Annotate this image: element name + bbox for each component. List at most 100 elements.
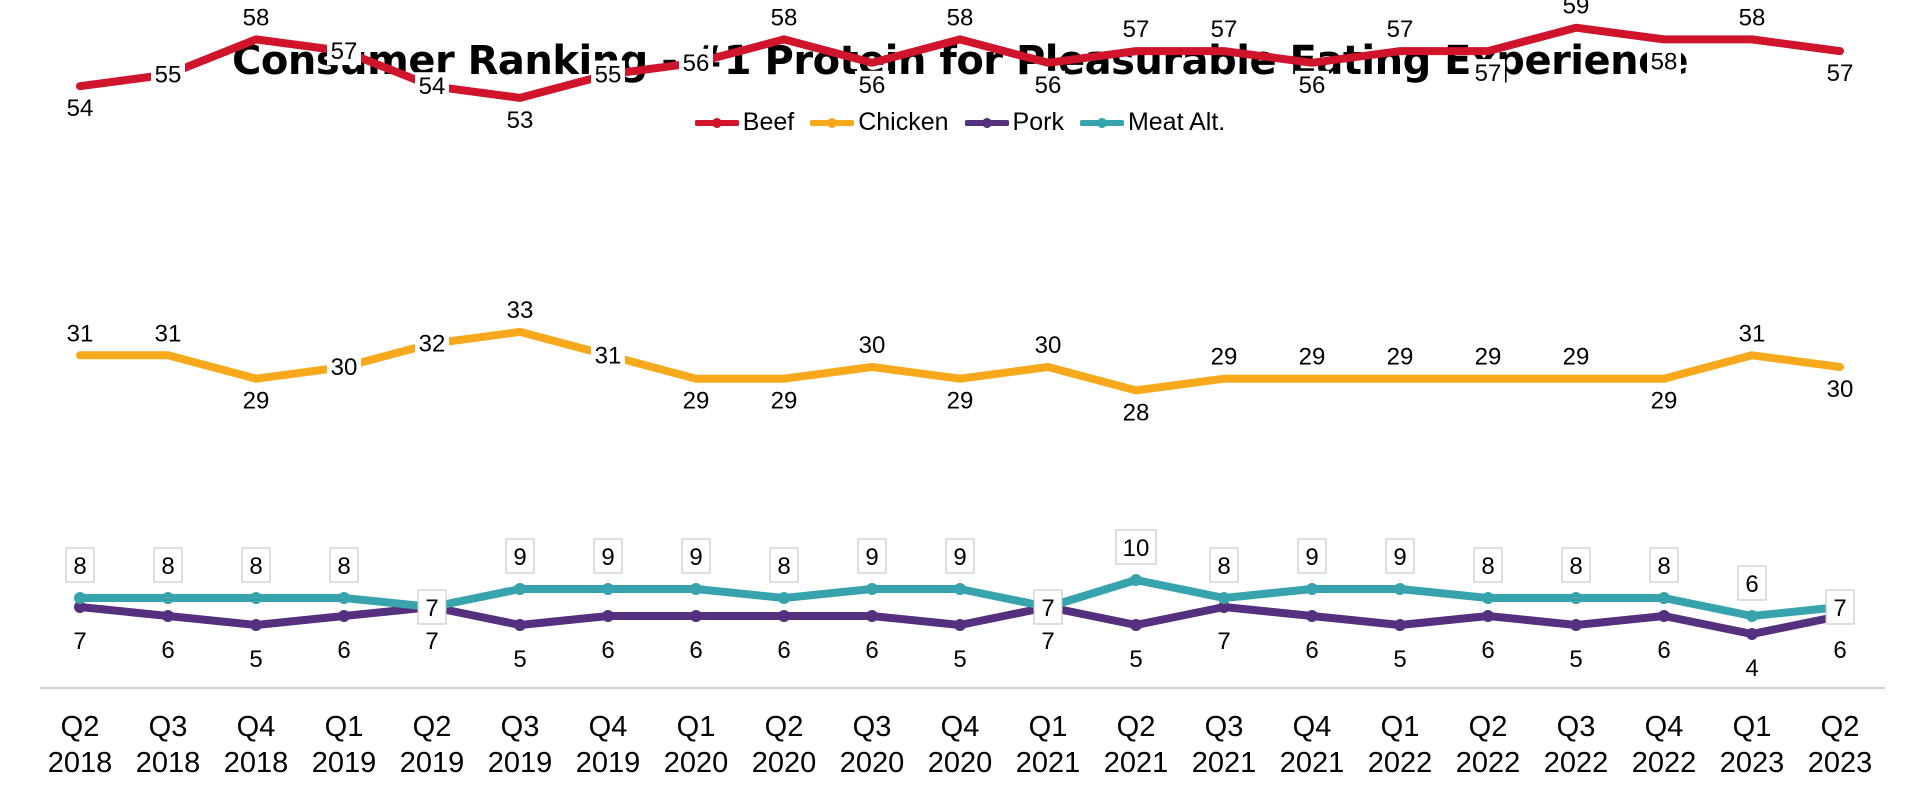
data-label-bg-pork xyxy=(70,627,90,655)
x-tick-label-quarter: Q2 xyxy=(413,711,452,743)
point-pork xyxy=(1306,610,1318,622)
data-label-beef: 58 xyxy=(243,4,270,31)
point-meat-alt xyxy=(602,583,614,595)
data-label-bg-chicken xyxy=(1735,319,1769,348)
legend-item-pork: Pork xyxy=(964,108,1064,137)
data-label-pork: 6 xyxy=(1481,637,1494,664)
point-meat-alt xyxy=(954,583,966,595)
data-label-pork: 5 xyxy=(513,646,526,673)
point-meat-alt xyxy=(1394,583,1406,595)
data-label-chicken: 29 xyxy=(243,388,270,415)
data-label-box-meat-alt xyxy=(769,547,799,583)
data-label-meat-alt: 8 xyxy=(1569,553,1582,580)
data-label-bg-chicken xyxy=(239,386,273,415)
data-label-meat-alt: 8 xyxy=(1481,553,1494,580)
legend-item-meat-alt: Meat Alt. xyxy=(1079,108,1225,137)
data-label-box-meat-alt xyxy=(65,547,95,583)
point-meat-alt xyxy=(866,583,878,595)
point-pork xyxy=(1218,601,1230,613)
point-pork xyxy=(690,610,702,622)
x-tick-label-quarter: Q3 xyxy=(501,711,540,743)
legend-swatch-pork xyxy=(964,117,1009,128)
data-label-bg-beef xyxy=(1647,47,1681,76)
data-label-chicken: 30 xyxy=(1035,332,1062,359)
data-label-chicken: 31 xyxy=(595,342,622,369)
point-pork xyxy=(1130,619,1142,631)
data-label-bg-beef xyxy=(1031,70,1065,99)
x-tick-label-year: 2022 xyxy=(1368,747,1433,779)
data-label-bg-chicken xyxy=(767,386,801,415)
x-tick-label-year: 2022 xyxy=(1544,747,1609,779)
data-label-beef: 53 xyxy=(507,107,534,134)
data-label-pork: 6 xyxy=(161,637,174,664)
data-label-box-meat-alt xyxy=(857,538,887,574)
data-label-pork: 6 xyxy=(865,637,878,664)
x-tick-label-year: 2018 xyxy=(224,747,289,779)
x-tick-label-quarter: Q4 xyxy=(237,711,276,743)
data-label-beef: 58 xyxy=(771,4,798,31)
data-label-bg-beef xyxy=(679,48,713,77)
data-label-box-meat-alt xyxy=(945,538,975,574)
point-meat-alt xyxy=(1658,592,1670,604)
data-label-chicken: 29 xyxy=(947,388,974,415)
point-pork xyxy=(1746,628,1758,640)
data-label-pork: 7 xyxy=(73,628,86,655)
data-label-bg-chicken xyxy=(1647,386,1681,415)
data-label-box-meat-alt xyxy=(1561,547,1591,583)
x-tick-label-quarter: Q2 xyxy=(1117,711,1156,743)
data-label-pork: 5 xyxy=(249,646,262,673)
x-tick-label-year: 2019 xyxy=(576,747,641,779)
data-label-bg-beef xyxy=(415,72,449,101)
data-label-bg-beef xyxy=(591,60,625,89)
data-label-bg-chicken xyxy=(679,386,713,415)
data-label-meat-alt: 9 xyxy=(689,544,702,571)
data-label-beef: 58 xyxy=(1651,48,1678,75)
data-label-bg-beef xyxy=(1471,59,1505,88)
data-label-beef: 57 xyxy=(1211,16,1238,43)
x-tick-label-quarter: Q4 xyxy=(589,711,628,743)
point-meat-alt xyxy=(1130,574,1142,586)
data-label-pork: 7 xyxy=(1217,628,1230,655)
legend-item-chicken: Chicken xyxy=(810,108,949,137)
series-line-beef xyxy=(76,23,1844,102)
data-label-chicken: 30 xyxy=(331,354,358,381)
data-label-beef: 56 xyxy=(683,50,710,77)
data-label-chicken: 31 xyxy=(155,320,182,347)
data-label-chicken: 31 xyxy=(1739,320,1766,347)
data-label-bg-chicken xyxy=(1295,342,1329,371)
data-label-pork: 6 xyxy=(601,637,614,664)
point-meat-alt xyxy=(514,583,526,595)
x-tick-label-year: 2021 xyxy=(1192,747,1257,779)
data-label-meat-alt: 8 xyxy=(777,553,790,580)
x-tick-label-year: 2020 xyxy=(664,747,729,779)
data-label-meat-alt: 9 xyxy=(1305,544,1318,571)
x-tick-label-quarter: Q1 xyxy=(1381,711,1420,743)
data-label-bg-chicken xyxy=(503,295,537,324)
point-pork xyxy=(1482,610,1494,622)
point-pork xyxy=(1570,619,1582,631)
data-label-meat-alt: 6 xyxy=(1745,571,1758,598)
x-tick-label-year: 2020 xyxy=(928,747,993,779)
data-label-pork: 7 xyxy=(425,628,438,655)
x-tick-label-quarter: Q1 xyxy=(1733,711,1772,743)
legend: Beef Chicken Pork Meat Alt. xyxy=(0,108,1920,137)
data-label-chicken: 29 xyxy=(1387,344,1414,371)
data-label-box-meat-alt xyxy=(1033,589,1063,625)
data-label-meat-alt: 8 xyxy=(161,553,174,580)
point-meat-alt xyxy=(250,592,262,604)
point-meat-alt xyxy=(1218,592,1230,604)
data-label-meat-alt: 8 xyxy=(73,553,86,580)
point-pork xyxy=(74,601,86,613)
data-label-beef: 56 xyxy=(1299,72,1326,99)
x-tick-label-year: 2022 xyxy=(1632,747,1697,779)
data-label-meat-alt: 7 xyxy=(425,595,438,622)
data-label-bg-beef xyxy=(503,105,537,134)
data-label-bg-chicken xyxy=(1031,331,1065,359)
data-label-bg-chicken xyxy=(1207,342,1241,371)
data-label-bg-chicken xyxy=(591,341,625,370)
point-meat-alt xyxy=(162,592,174,604)
data-label-bg-pork xyxy=(246,645,266,673)
data-label-meat-alt: 9 xyxy=(953,544,966,571)
data-label-chicken: 31 xyxy=(67,320,94,347)
